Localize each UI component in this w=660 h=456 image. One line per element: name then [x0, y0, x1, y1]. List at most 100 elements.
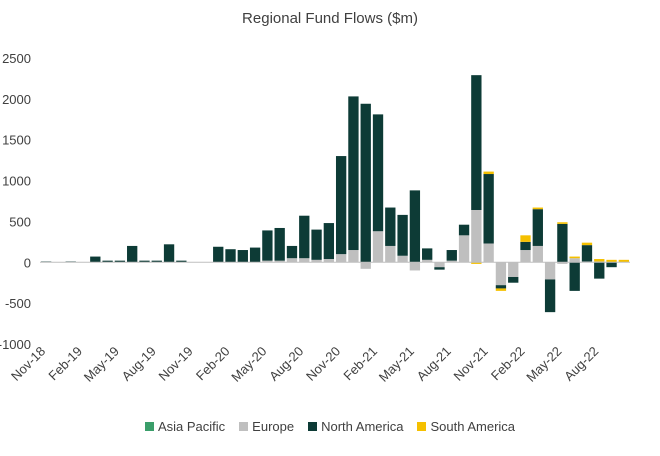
bar-north-america — [372, 114, 384, 232]
bar-europe — [323, 259, 335, 263]
x-tick-label: Aug-19 — [119, 344, 159, 384]
bar-europe — [483, 243, 494, 263]
y-tick-label: 2500 — [2, 51, 31, 66]
bar-europe — [335, 254, 347, 263]
bar-north-america — [471, 75, 482, 210]
y-tick-label: 0 — [24, 255, 31, 270]
x-tick-label: Feb-21 — [340, 344, 380, 384]
bar-europe — [422, 259, 433, 263]
bar-europe — [471, 209, 482, 263]
bar-north-america — [606, 262, 617, 268]
x-axis: Nov-18Feb-19May-19Aug-19Nov-19Feb-20May-… — [8, 344, 601, 385]
bar-north-america — [483, 174, 494, 244]
bar-north-america — [335, 156, 347, 255]
x-tick-label: May-19 — [81, 344, 122, 385]
bar-north-america — [225, 249, 236, 263]
bar-north-america — [434, 267, 445, 270]
bar-north-america — [90, 256, 101, 263]
bar-north-america — [409, 190, 421, 263]
bar-europe — [311, 259, 322, 263]
x-tick-label: Nov-19 — [156, 344, 196, 384]
bar-south-america — [495, 288, 507, 291]
bar-north-america — [348, 96, 359, 251]
bar-europe — [458, 235, 470, 263]
bar-north-america — [422, 248, 433, 260]
x-tick-label: Aug-21 — [414, 344, 454, 384]
bar-north-america — [139, 260, 150, 263]
x-tick-label: May-21 — [376, 344, 417, 385]
bar-north-america — [249, 247, 261, 263]
bar-north-america — [532, 209, 543, 246]
bar-north-america — [127, 245, 138, 263]
bar-europe — [569, 258, 580, 263]
bar-europe — [385, 245, 396, 263]
bar-europe — [286, 258, 298, 263]
bar-europe — [520, 250, 531, 263]
bar-europe — [274, 260, 285, 263]
bar-europe — [360, 262, 371, 269]
bar-north-america — [299, 215, 310, 259]
legend-swatch — [417, 422, 427, 431]
bar-south-america — [569, 256, 580, 259]
x-tick-label: Nov-20 — [303, 344, 343, 384]
bar-north-america — [495, 285, 507, 289]
y-tick-label: 1500 — [2, 133, 31, 148]
legend-item-asia-pacific: Asia Pacific — [144, 419, 226, 434]
bar-europe — [544, 262, 556, 280]
y-tick-label: 500 — [9, 214, 31, 229]
bar-north-america — [237, 250, 248, 263]
bar-north-america — [594, 262, 605, 279]
bar-south-america — [606, 259, 617, 263]
legend-swatch — [239, 422, 249, 431]
bar-north-america — [323, 223, 335, 260]
bar-europe — [557, 262, 568, 264]
bar-north-america — [520, 241, 531, 251]
bar-south-america — [581, 242, 593, 246]
bar-south-america — [532, 207, 543, 210]
bar-europe — [348, 250, 359, 263]
bar-north-america — [385, 207, 396, 246]
bar-north-america — [581, 245, 593, 262]
y-tick-label: 2000 — [2, 92, 31, 107]
bar-north-america — [360, 103, 371, 263]
bar-europe — [508, 262, 519, 277]
bar-south-america — [557, 222, 568, 224]
bar-south-america — [471, 262, 482, 264]
legend-label: South America — [430, 419, 516, 434]
bar-europe — [372, 231, 384, 263]
bar-south-america — [618, 259, 630, 263]
bar-north-america — [163, 244, 175, 263]
bar-north-america — [569, 262, 580, 291]
bar-north-america — [114, 260, 126, 263]
y-tick-label: -500 — [5, 296, 31, 311]
bar-europe — [262, 260, 273, 263]
x-tick-label: Feb-22 — [488, 344, 528, 384]
bar-north-america — [176, 260, 187, 263]
bar-europe — [446, 260, 457, 263]
bar-europe — [299, 258, 310, 263]
bar-north-america — [397, 214, 408, 256]
legend-label: North America — [321, 419, 404, 434]
x-tick-label: Aug-22 — [561, 344, 601, 384]
bar-north-america — [286, 245, 298, 259]
legend-item-south-america: South America — [417, 419, 515, 434]
x-tick-label: May-20 — [228, 344, 269, 385]
bar-north-america — [102, 260, 113, 263]
bar-europe — [409, 262, 421, 271]
legend-swatch — [308, 422, 318, 431]
bar-north-america — [213, 246, 224, 263]
bar-europe — [532, 245, 543, 263]
bar-south-america — [483, 171, 494, 175]
bar-north-america — [446, 250, 457, 261]
legend-swatch — [144, 422, 154, 431]
x-tick-label: May-22 — [523, 344, 564, 385]
bar-north-america — [544, 279, 556, 313]
y-tick-label: 1000 — [2, 174, 31, 189]
bar-europe — [397, 255, 408, 263]
legend-label: Asia Pacific — [157, 419, 226, 434]
x-tick-label: Nov-21 — [451, 344, 491, 384]
bar-north-america — [311, 229, 322, 260]
x-tick-label: Feb-20 — [193, 344, 233, 384]
bar-north-america — [262, 230, 273, 261]
